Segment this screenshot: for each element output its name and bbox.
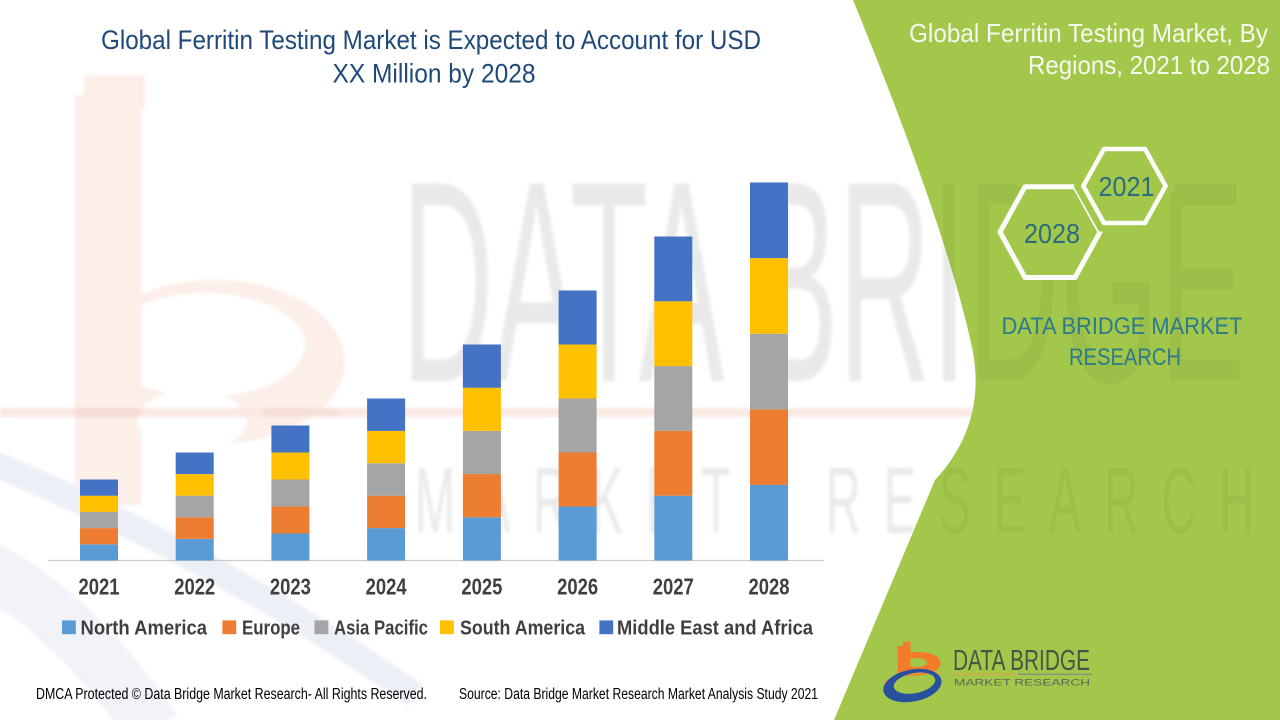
svg-text:MARKET RESEARCH: MARKET RESEARCH (954, 678, 1090, 689)
svg-text:2022: 2022 (174, 574, 215, 600)
svg-text:North America: North America (81, 617, 208, 639)
svg-text:Regions, 2021 to 2028: Regions, 2021 to 2028 (1028, 50, 1270, 80)
svg-text:XX Million by 2028: XX Million by 2028 (333, 59, 536, 89)
svg-text:South America: South America (460, 617, 586, 639)
svg-text:2021: 2021 (79, 574, 120, 600)
svg-text:DATA BRIDGE: DATA BRIDGE (953, 645, 1090, 677)
svg-text:2025: 2025 (461, 574, 502, 600)
svg-text:Global Ferritin Testing Market: Global Ferritin Testing Market is Expect… (101, 25, 761, 55)
svg-text:2027: 2027 (653, 574, 694, 600)
svg-text:2026: 2026 (557, 574, 598, 600)
svg-text:RESEARCH: RESEARCH (1069, 344, 1181, 371)
svg-text:2021: 2021 (1099, 171, 1155, 202)
svg-text:Asia Pacific: Asia Pacific (334, 617, 428, 639)
svg-text:2028: 2028 (1024, 218, 1080, 249)
svg-text:2028: 2028 (749, 574, 790, 600)
svg-text:DMCA Protected © Data Bridge M: DMCA Protected © Data Bridge Market Rese… (36, 686, 427, 703)
svg-text:Europe: Europe (242, 617, 300, 639)
svg-text:Global Ferritin Testing Market: Global Ferritin Testing Market, By (909, 18, 1268, 48)
svg-text:2024: 2024 (366, 574, 407, 600)
svg-text:Source: Data Bridge Market Res: Source: Data Bridge Market Research Mark… (459, 686, 818, 703)
svg-text:Middle East and Africa: Middle East and Africa (617, 617, 814, 639)
svg-text:2023: 2023 (270, 574, 311, 600)
svg-text:DATA BRIDGE MARKET: DATA BRIDGE MARKET (1002, 313, 1243, 340)
